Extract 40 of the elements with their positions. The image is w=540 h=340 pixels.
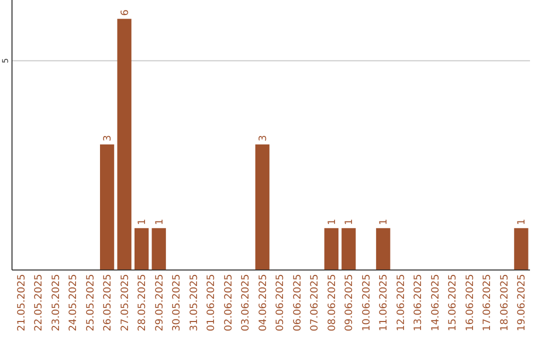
x-tick-label: 23.05.2025 <box>50 274 62 332</box>
x-tick-label: 25.05.2025 <box>85 274 96 332</box>
x-tick-label: 27.05.2025 <box>120 274 131 332</box>
data-label: 3 <box>102 135 114 142</box>
x-tick-label: 09.06.2025 <box>344 274 356 332</box>
x-tick-label: 06.06.2025 <box>292 274 304 332</box>
data-label: 1 <box>326 218 338 226</box>
x-tick-label: 28.05.2025 <box>137 274 148 332</box>
x-tick-label: 19.06.2025 <box>516 274 528 332</box>
x-tick-label: 05.06.2025 <box>275 274 286 332</box>
x-tick-label: 04.06.2025 <box>258 274 269 332</box>
x-tick-label: 18.06.2025 <box>499 274 510 332</box>
x-tick-label: 30.05.2025 <box>172 274 183 332</box>
data-label: 1 <box>137 218 148 226</box>
x-tick-label: 17.06.2025 <box>482 274 494 332</box>
x-tick-label: 14.06.2025 <box>430 274 442 332</box>
x-tick-label: 02.06.2025 <box>223 274 234 332</box>
x-tick-label: 11.06.2025 <box>378 274 390 332</box>
x-tick-label: 10.06.2025 <box>361 274 372 332</box>
x-tick-label: 07.06.2025 <box>310 274 321 332</box>
x-tick-label: 16.06.2025 <box>464 274 476 332</box>
x-tick-label: 22.05.2025 <box>34 274 45 332</box>
data-label: 1 <box>516 218 528 226</box>
y-tick-label: 5 <box>1 58 10 64</box>
x-tick-label: 12.06.2025 <box>396 274 407 332</box>
x-tick-label: 26.05.2025 <box>102 274 114 332</box>
data-label: 1 <box>154 218 166 226</box>
x-tick-label: 29.05.2025 <box>154 274 166 332</box>
data-label: 3 <box>258 135 269 142</box>
x-tick-label: 01.06.2025 <box>206 274 218 332</box>
x-tick-label: 03.06.2025 <box>240 274 252 332</box>
data-label: 1 <box>344 218 356 226</box>
x-tick-label: 31.05.2025 <box>188 274 200 332</box>
data-label: 6 <box>120 9 131 16</box>
x-tick-label: 24.05.2025 <box>68 274 80 332</box>
data-label: 1 <box>378 218 390 226</box>
x-tick-label: 08.06.2025 <box>326 274 338 332</box>
x-tick-label: 15.06.2025 <box>448 274 459 332</box>
x-tick-label: 21.05.2025 <box>16 274 28 332</box>
x-tick-label: 13.06.2025 <box>413 274 424 332</box>
